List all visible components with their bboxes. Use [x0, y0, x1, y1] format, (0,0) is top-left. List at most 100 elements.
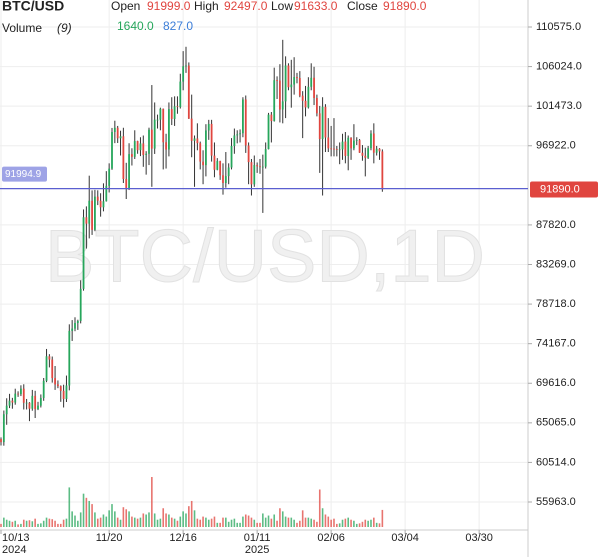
- volume-bar: [321, 508, 324, 527]
- volume-bar: [327, 516, 330, 527]
- volume-bar: [350, 519, 352, 527]
- volume-bar: [5, 519, 8, 527]
- candle-body: [202, 161, 204, 166]
- candle-body: [22, 388, 25, 403]
- candle-body: [8, 400, 11, 406]
- volume-bar: [296, 522, 298, 527]
- candle-body: [338, 149, 341, 151]
- candle-body: [196, 138, 199, 144]
- volume-bar: [79, 512, 82, 527]
- candle-body: [25, 402, 28, 404]
- last-price-label: 91890.0: [540, 183, 580, 195]
- volume-bar: [34, 518, 36, 527]
- volume-bar: [333, 518, 335, 527]
- header-field-value: 91890.0: [383, 0, 427, 13]
- x-tick-label: 02/06: [317, 532, 345, 544]
- candle-body: [236, 134, 239, 136]
- candle-body: [281, 101, 284, 110]
- candle-body: [182, 66, 185, 82]
- volume-bar: [128, 511, 130, 527]
- header-field-value: 91999.0: [147, 0, 191, 13]
- volume-bar: [116, 517, 119, 527]
- volume-bar: [133, 517, 136, 527]
- volume-bar: [264, 517, 267, 527]
- candle-body: [350, 137, 352, 149]
- volume-bar: [170, 517, 173, 527]
- volume-bar: [11, 521, 14, 527]
- candle-body: [310, 77, 313, 87]
- volume-bar: [168, 514, 170, 527]
- candle-body: [62, 390, 65, 399]
- volume-bar: [355, 523, 358, 527]
- volume-bar: [247, 515, 250, 527]
- volume-bar: [37, 523, 39, 527]
- volume-bar: [270, 518, 273, 527]
- y-tick-label: 87820.0: [536, 219, 576, 231]
- candle-body: [45, 356, 48, 381]
- candle-body: [51, 359, 54, 379]
- y-tick-label: 83269.0: [536, 258, 576, 270]
- candle-body: [327, 137, 330, 149]
- candle-body: [142, 143, 145, 155]
- x-tick-year: 2024: [2, 544, 26, 556]
- x-tick-label: 03/04: [391, 532, 419, 544]
- symbol: BTC/USD: [2, 0, 64, 14]
- candle-body: [230, 146, 233, 168]
- volume-bar: [259, 522, 261, 527]
- volume-bar: [96, 518, 99, 527]
- candle-body: [372, 133, 375, 153]
- volume-bar: [353, 520, 355, 527]
- candle-body: [256, 165, 259, 167]
- candles: [0, 39, 384, 446]
- volume-bar: [162, 508, 165, 527]
- candle-body: [76, 320, 79, 324]
- candle-body: [85, 217, 88, 224]
- candle-body: [68, 330, 71, 386]
- candle-body: [42, 380, 45, 398]
- header-field-value: 91633.0: [294, 0, 338, 13]
- candle-body: [242, 99, 244, 134]
- volume-bar: [28, 520, 31, 527]
- volume-bar: [153, 513, 156, 527]
- volume-bar: [370, 519, 372, 527]
- grid: [0, 0, 528, 530]
- candle-body: [94, 196, 96, 230]
- candle-body: [296, 77, 298, 79]
- volume-bar: [0, 523, 2, 527]
- candle-body: [116, 127, 119, 139]
- candle-body: [2, 414, 5, 443]
- volume-bar: [14, 520, 17, 527]
- candle-body: [207, 123, 210, 131]
- candle-body: [253, 165, 256, 185]
- candle-body: [270, 114, 273, 122]
- candle-body: [324, 106, 327, 138]
- volume-bar: [151, 477, 153, 527]
- volume-bar: [250, 517, 253, 527]
- volume-bar: [173, 518, 176, 527]
- candle-body: [233, 135, 236, 147]
- candle-body: [367, 148, 370, 158]
- volume-bar: [165, 513, 167, 527]
- candle-body: [298, 78, 301, 96]
- volume-bar: [48, 518, 51, 527]
- volume-bar: [284, 516, 287, 527]
- volume-bar: [102, 514, 105, 527]
- volume-bar: [159, 518, 162, 527]
- candle-body: [113, 127, 116, 133]
- ohlc-header: Open 91999.0 High 92497.0 Low 91633.0 Close 918…: [111, 0, 427, 13]
- volume-bar: [99, 517, 102, 527]
- volume-bar: [213, 516, 216, 527]
- volume-bar: [233, 518, 236, 527]
- candle-body: [91, 200, 93, 230]
- volume-bar: [185, 513, 187, 527]
- volume-bar: [51, 519, 54, 527]
- candle-body: [105, 185, 108, 202]
- candle-body: [31, 395, 34, 409]
- volume-bar: [227, 521, 230, 527]
- y-tick-label: 96922.0: [536, 140, 576, 152]
- volume-bar: [293, 519, 295, 527]
- candle-body: [153, 119, 156, 149]
- candle-body: [335, 149, 338, 150]
- volume-bar: [202, 516, 204, 527]
- volume-bar: [142, 513, 145, 527]
